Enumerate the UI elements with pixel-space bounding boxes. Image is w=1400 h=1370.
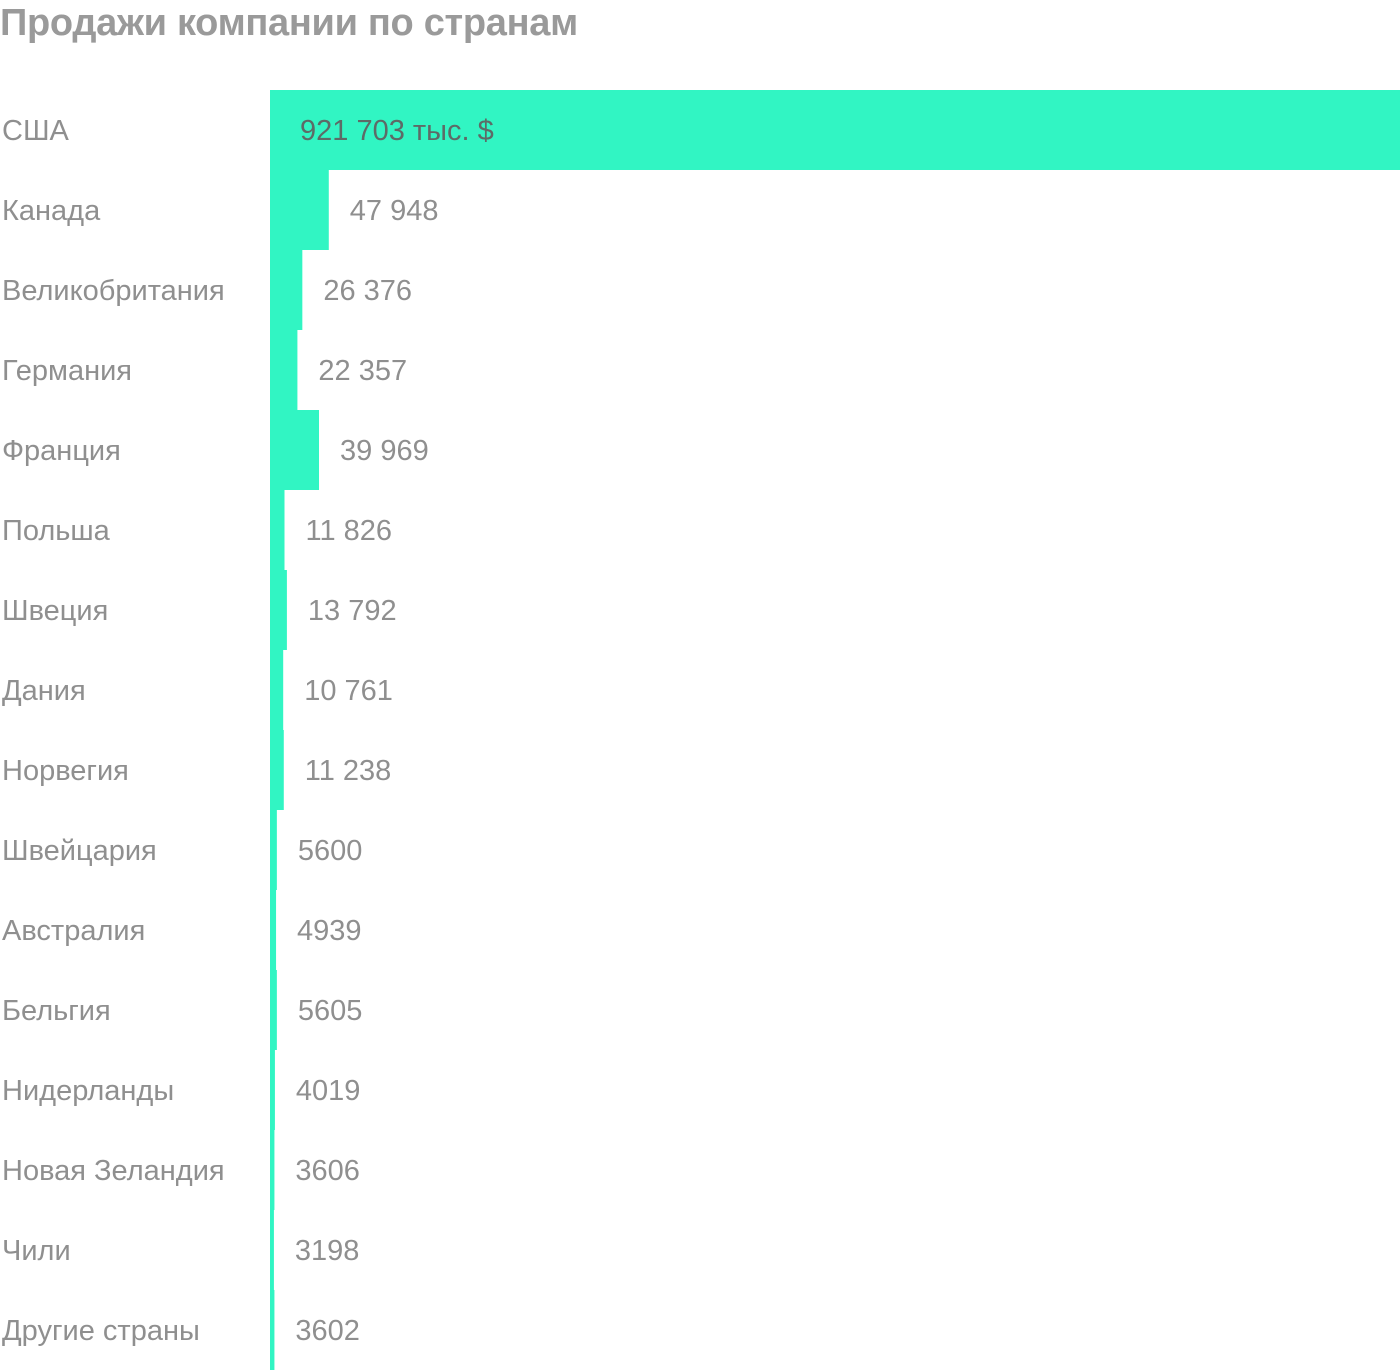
category-label-10: Швейцария: [2, 835, 157, 867]
value-labels-group: 921 703 тыс. $ 47 948 26 376 22 357 39 969 11…: [295, 115, 494, 1347]
category-label-4: Германия: [2, 355, 132, 387]
bar-6: [270, 490, 285, 570]
category-label-14: Новая Зеландия: [2, 1155, 225, 1187]
value-label-14: 3606: [295, 1155, 360, 1187]
value-label-9: 11 238: [305, 755, 392, 787]
category-label-3: Великобритания: [2, 275, 225, 307]
bar-9: [270, 730, 284, 810]
bar-12: [270, 970, 277, 1050]
category-label-6: Польша: [2, 515, 111, 547]
category-label-8: Дания: [2, 675, 86, 707]
bar-5: [270, 410, 320, 490]
category-label-15: Чили: [2, 1235, 71, 1267]
category-label-13: Нидерланды: [2, 1075, 174, 1107]
value-label-7: 13 792: [308, 595, 397, 627]
category-label-9: Норвегия: [2, 755, 129, 787]
bar-3: [270, 250, 303, 330]
bar-15: [270, 1210, 274, 1290]
value-label-6: 11 826: [305, 515, 392, 547]
category-label-12: Бельгия: [2, 995, 111, 1027]
category-label-5: Франция: [2, 435, 121, 467]
bar-2: [270, 170, 329, 250]
bar-16: [270, 1290, 275, 1370]
bar-4: [270, 330, 298, 410]
value-label-15: 3198: [295, 1235, 360, 1267]
category-labels-group: США Канада Великобритания Германия Франция По…: [2, 115, 225, 1347]
value-label-8: 10 761: [304, 675, 393, 707]
chart-title: Продажи компании по странам: [0, 2, 578, 44]
value-label-4: 22 357: [318, 355, 407, 387]
value-label-5: 39 969: [340, 435, 429, 467]
value-label-11: 4939: [297, 915, 362, 947]
value-label-16: 3602: [295, 1315, 360, 1347]
bar-1: [270, 90, 1400, 170]
value-label-3: 26 376: [323, 275, 412, 307]
category-label-16: Другие страны: [2, 1315, 200, 1347]
category-label-2: Канада: [2, 195, 101, 227]
value-label-1: 921 703 тыс. $: [300, 115, 494, 147]
bar-10: [270, 810, 277, 890]
category-label-1: США: [2, 115, 70, 147]
category-label-11: Австралия: [2, 915, 145, 947]
category-label-7: Швеция: [2, 595, 108, 627]
value-label-13: 4019: [296, 1075, 361, 1107]
value-label-2: 47 948: [350, 195, 439, 227]
bar-13: [270, 1050, 275, 1130]
bar-8: [270, 650, 284, 730]
bar-11: [270, 890, 277, 970]
bar-7: [270, 570, 287, 650]
bars-group: [270, 90, 1400, 1370]
value-label-12: 5605: [298, 995, 363, 1027]
bar-14: [270, 1130, 275, 1210]
value-label-10: 5600: [298, 835, 363, 867]
